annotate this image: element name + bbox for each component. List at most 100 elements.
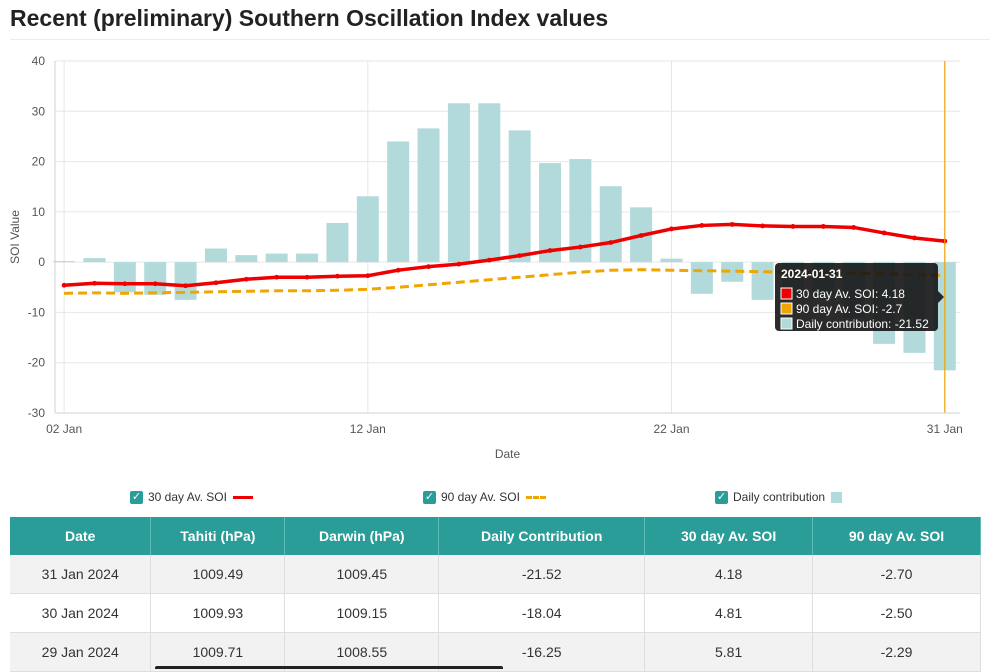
series-point-30-day [608,240,614,245]
table-cell: 1009.45 [284,555,440,594]
daily-contribution-bar [690,262,713,294]
tooltip-row: 90 day Av. SOI: -2.7 [796,302,903,316]
daily-contribution-bar [387,141,410,263]
x-axis-title: Date [495,447,521,461]
series-point-30-day [61,282,67,288]
table-row: 31 Jan 2024 1009.49 1009.45 -21.52 4.18 … [10,555,981,594]
table-cell: 4.81 [644,593,814,633]
y-tick-label: 10 [32,205,46,219]
daily-contribution-bar [53,261,76,263]
y-tick-label: -20 [28,356,46,370]
table-cell: 29 Jan 2024 [10,632,152,672]
daily-contribution-bar [539,163,562,263]
daily-contribution-bar [447,103,470,263]
tooltip-row: 30 day Av. SOI: 4.18 [796,287,905,301]
legend-label: 30 day Av. SOI [148,490,227,504]
x-tick-label: 22 Jan [653,422,689,436]
daily-contribution-bar [174,262,197,300]
table-cell: 1009.93 [150,593,286,633]
x-tick-label: 31 Jan [927,422,963,436]
tooltip-swatch [780,317,793,330]
table-cell: -2.70 [812,555,981,594]
series-point-30-day [183,283,188,289]
daily-contribution-bar [751,262,774,300]
column-header: Date [10,517,152,555]
series-point-30-day [92,280,97,286]
daily-contribution-bar [721,262,744,282]
orange-dash-swatch-icon [525,495,546,499]
series-point-30-day [426,264,431,270]
table-row: 29 Jan 2024 1009.71 1008.55 -16.25 5.81 … [10,632,981,672]
series-point-30-day [820,224,826,229]
daily-contribution-bar [83,258,106,263]
daily-contribution-bar [326,222,349,263]
series-line-30-day [63,222,945,288]
series-point-30-day [881,230,887,236]
checkbox-icon[interactable]: ✓ [130,490,143,504]
series-point-30-day [335,273,340,279]
checkbox-icon[interactable]: ✓ [715,490,728,504]
daily-contribution-bar [204,248,227,263]
table-cell: 1008.55 [284,632,440,672]
table-row: 30 Jan 2024 1009.93 1009.15 -18.04 4.81 … [10,593,981,633]
tooltip-box [775,263,938,331]
legend-label: Daily contribution [733,490,826,504]
average-lines [61,61,948,413]
y-tick-label: 0 [38,255,45,269]
y-tick-label: 30 [32,104,46,118]
tooltip-date: 2024-01-31 [781,267,843,281]
page-title: Recent (preliminary) Southern Oscillatio… [10,5,609,31]
x-tick-label: 02 Jan [46,422,82,436]
table-cell: 4.18 [644,555,814,594]
table-cell: 1009.15 [284,593,440,633]
column-header: Tahiti (hPa) [150,517,286,555]
series-point-30-day [577,244,583,250]
series-point-30-day [699,223,705,228]
daily-contribution-bar [296,253,319,263]
table-cell: 1009.49 [150,555,286,594]
y-tick-label: 40 [32,54,46,68]
series-point-30-day [760,223,766,229]
series-point-30-day [790,224,796,229]
column-header: Darwin (hPa) [284,517,440,555]
red-line-swatch-icon [232,495,253,499]
table-cell: 5.81 [644,632,814,672]
legend-item-90-day[interactable]: ✓ 90 day Av. SOI [423,490,546,504]
grid-lines [55,60,960,414]
series-point-30-day [517,253,523,259]
title-divider [10,39,990,40]
column-header: 30 day Av. SOI [644,517,814,555]
tooltip-swatch [780,302,793,315]
tooltip-arrow-icon [938,291,944,303]
table-cell: -18.04 [438,593,646,633]
tooltip-row: Daily contribution: -21.52 [796,317,929,331]
daily-contribution-bar [599,186,622,263]
chart-legend: ✓ 30 day Av. SOI ✓ 90 day Av. SOI ✓ Dail… [0,490,1000,510]
series-point-30-day [638,233,644,238]
series-point-30-day [547,248,553,253]
legend-item-30-day[interactable]: ✓ 30 day Av. SOI [130,490,253,504]
series-point-30-day [274,274,280,280]
daily-contribution-bar [660,258,683,263]
series-point-30-day [122,281,128,287]
series-point-30-day [365,273,371,279]
series-point-30-day [912,235,917,241]
daily-contribution-bar [508,130,531,263]
y-tick-label: -10 [28,305,46,319]
bar-swatch-icon [831,491,843,503]
table-cell: -2.50 [812,593,981,633]
column-header: Daily Contribution [438,517,646,555]
table-header-row: Date Tahiti (hPa) Darwin (hPa) Daily Con… [10,517,981,555]
series-point-30-day [669,226,674,232]
daily-contribution-bar [144,262,167,295]
y-tick-label: -30 [28,406,46,420]
series-point-30-day [304,274,310,280]
series-point-30-day [851,225,857,230]
legend-item-daily[interactable]: ✓ Daily contribution [715,490,843,504]
table-cell: 1009.71 [150,632,286,672]
checkbox-icon[interactable]: ✓ [423,490,436,504]
series-point-30-day [486,257,492,263]
